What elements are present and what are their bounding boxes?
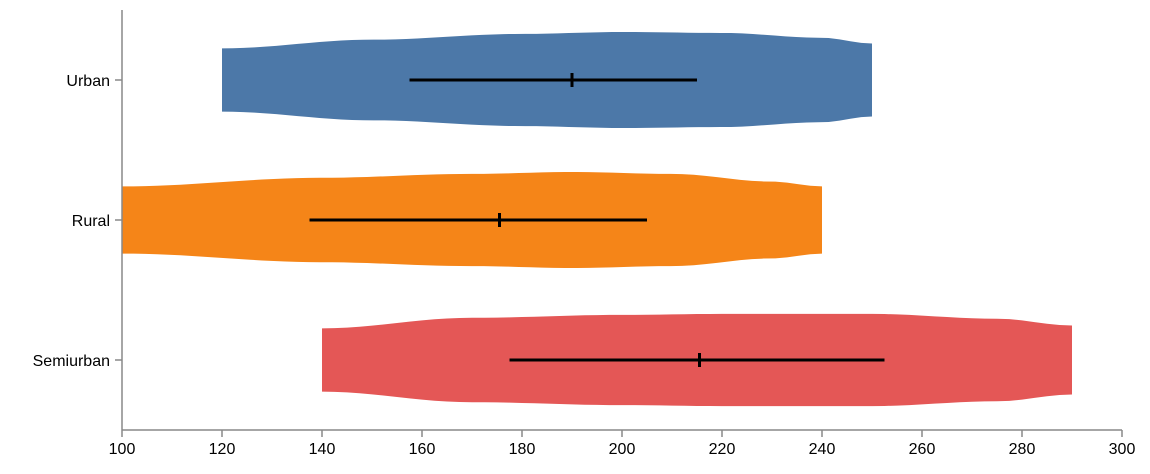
y-axis: Urban Rural Semiurban — [33, 10, 123, 430]
x-tick-label-300: 300 — [1109, 441, 1136, 458]
x-tick-label-180: 180 — [509, 441, 536, 458]
x-tick-label-240: 240 — [809, 441, 836, 458]
x-tick-label-260: 260 — [909, 441, 936, 458]
y-tick-label-semiurban: Semiurban — [33, 353, 110, 370]
x-tick-label-120: 120 — [209, 441, 236, 458]
x-tick-label-280: 280 — [1009, 441, 1036, 458]
y-tick-label-rural: Rural — [72, 213, 110, 230]
x-axis: 100 120 140 160 180 200 220 240 260 280 300 — [109, 429, 1136, 458]
interval-layer — [309, 73, 885, 367]
x-tick-label-140: 140 — [309, 441, 336, 458]
x-tick-label-100: 100 — [109, 441, 136, 458]
y-tick-label-urban: Urban — [66, 73, 110, 90]
x-tick-label-200: 200 — [609, 441, 636, 458]
x-tick-label-220: 220 — [709, 441, 736, 458]
x-tick-label-160: 160 — [409, 441, 436, 458]
